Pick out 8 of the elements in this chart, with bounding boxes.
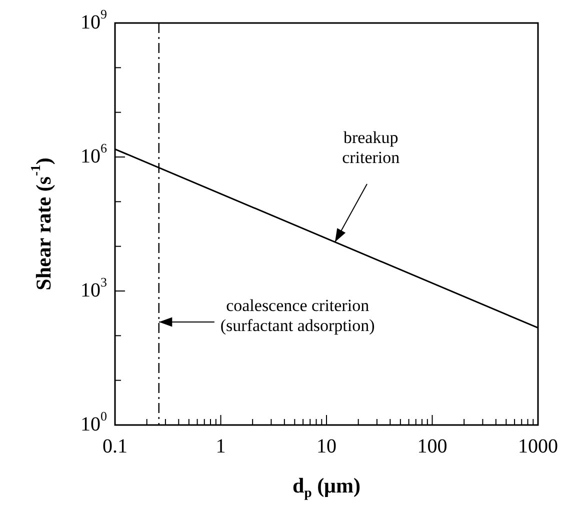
x-tick-label: 0.1 (102, 435, 128, 458)
annotation: coalescence criterion (surfactant adsorption) (220, 296, 375, 336)
y-axis-title: Shear rate (s-1) (28, 158, 56, 290)
x-tick-label: 1 (216, 435, 226, 458)
x-tick-label: 100 (417, 435, 448, 458)
x-tick-label: 10 (316, 435, 336, 458)
x-tick-label: 1000 (518, 435, 558, 458)
annotation: breakup criterion (342, 128, 400, 168)
